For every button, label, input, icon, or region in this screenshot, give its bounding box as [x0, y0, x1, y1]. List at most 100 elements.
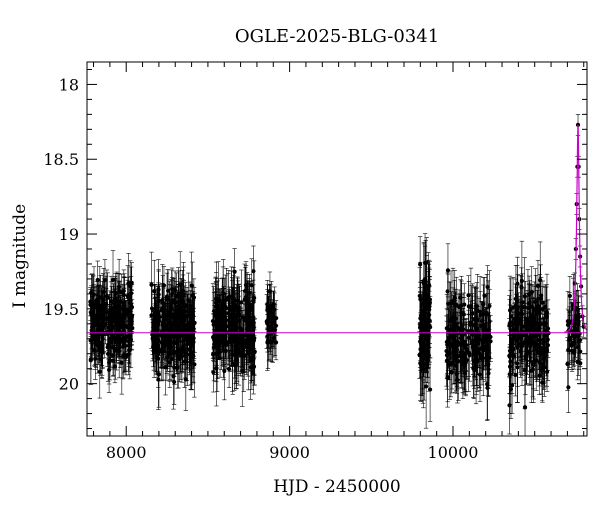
- data-point: [183, 347, 189, 411]
- y-tick-label: 19.5: [43, 300, 79, 319]
- data-point: [266, 291, 271, 348]
- data-point: [96, 300, 102, 336]
- data-point: [251, 326, 257, 376]
- data-point: [191, 278, 197, 317]
- data-point: [521, 287, 527, 327]
- data-point: [173, 314, 179, 372]
- data-point: [532, 315, 538, 378]
- data-point: [190, 328, 196, 384]
- data-point: [175, 290, 180, 360]
- data-point: [449, 312, 455, 363]
- data-point: [522, 368, 528, 436]
- data-point: [270, 319, 275, 363]
- y-tick-label: 18.5: [43, 150, 79, 169]
- data-point: [188, 324, 193, 361]
- y-tick-label: 18: [59, 75, 79, 94]
- data-point: [536, 319, 542, 361]
- data-point: [530, 341, 536, 398]
- chart-title: OGLE-2025-BLG-0341: [235, 26, 439, 47]
- data-point: [108, 281, 114, 340]
- data-point: [103, 288, 109, 336]
- data-point: [160, 322, 166, 381]
- data-point: [180, 290, 185, 351]
- data-point: [107, 340, 113, 381]
- data-point: [89, 296, 95, 359]
- data-point: [417, 291, 423, 357]
- x-axis-label: HJD - 2450000: [273, 477, 401, 497]
- data-point: [539, 364, 545, 402]
- data-point: [273, 300, 279, 336]
- x-tick-label: 9000: [269, 443, 310, 462]
- data-point: [239, 330, 244, 372]
- tick-layer: 8000 9000 10000 18 18.5 19 19.5 20: [43, 62, 587, 462]
- x-tick-label: 10000: [428, 443, 479, 462]
- data-point: [445, 273, 451, 334]
- data-point: [427, 276, 432, 325]
- data-point: [216, 294, 222, 354]
- y-axis-label: I magnitude: [10, 204, 30, 308]
- data-point: [421, 330, 426, 409]
- data-point: [235, 315, 240, 363]
- data-point: [520, 273, 525, 332]
- data-point: [529, 284, 535, 330]
- data-point: [527, 317, 532, 386]
- data-point: [538, 276, 544, 315]
- data-point: [513, 310, 518, 348]
- data-point: [249, 258, 254, 312]
- data-point: [418, 282, 424, 349]
- data-point: [477, 318, 482, 388]
- data-point: [448, 281, 453, 360]
- data-point: [453, 291, 458, 346]
- data-point: [221, 302, 226, 346]
- data-point: [169, 306, 174, 342]
- model-layer: [87, 124, 587, 334]
- data-layer: [88, 114, 586, 436]
- data-point: [92, 315, 98, 365]
- data-point: [472, 333, 477, 389]
- model-curve: [564, 124, 587, 333]
- data-point: [119, 311, 125, 342]
- data-point: [214, 334, 219, 373]
- data-point: [233, 327, 239, 384]
- data-point: [227, 290, 233, 360]
- data-point: [486, 349, 491, 397]
- data-point: [544, 284, 549, 350]
- data-point: [160, 264, 165, 336]
- y-tick-label: 19: [59, 225, 79, 244]
- data-point: [572, 299, 578, 358]
- data-point: [467, 329, 472, 382]
- data-point: [234, 293, 240, 340]
- data-point: [88, 311, 93, 370]
- data-point: [507, 328, 513, 405]
- data-point: [480, 339, 485, 379]
- data-point: [423, 344, 429, 429]
- data-point: [250, 294, 256, 349]
- data-point: [516, 295, 522, 342]
- data-point: [242, 331, 247, 380]
- data-point: [170, 280, 175, 351]
- data-point: [271, 290, 276, 318]
- data-point: [578, 336, 583, 367]
- data-point: [151, 327, 156, 368]
- data-point: [425, 312, 430, 368]
- data-point: [121, 276, 126, 332]
- data-point: [522, 313, 527, 357]
- data-point: [267, 271, 273, 312]
- y-tick-label: 20: [59, 375, 79, 394]
- data-point: [423, 283, 428, 366]
- data-point: [475, 274, 480, 347]
- data-point: [90, 294, 96, 338]
- data-point: [156, 329, 161, 388]
- data-point: [535, 260, 541, 312]
- data-point: [149, 285, 155, 332]
- data-point: [509, 314, 515, 394]
- data-point: [478, 291, 483, 339]
- data-point: [248, 303, 253, 372]
- data-point: [102, 308, 107, 359]
- data-point: [182, 295, 187, 358]
- data-point: [171, 359, 177, 405]
- data-point: [127, 321, 133, 380]
- data-point: [463, 324, 468, 371]
- data-point: [224, 296, 229, 345]
